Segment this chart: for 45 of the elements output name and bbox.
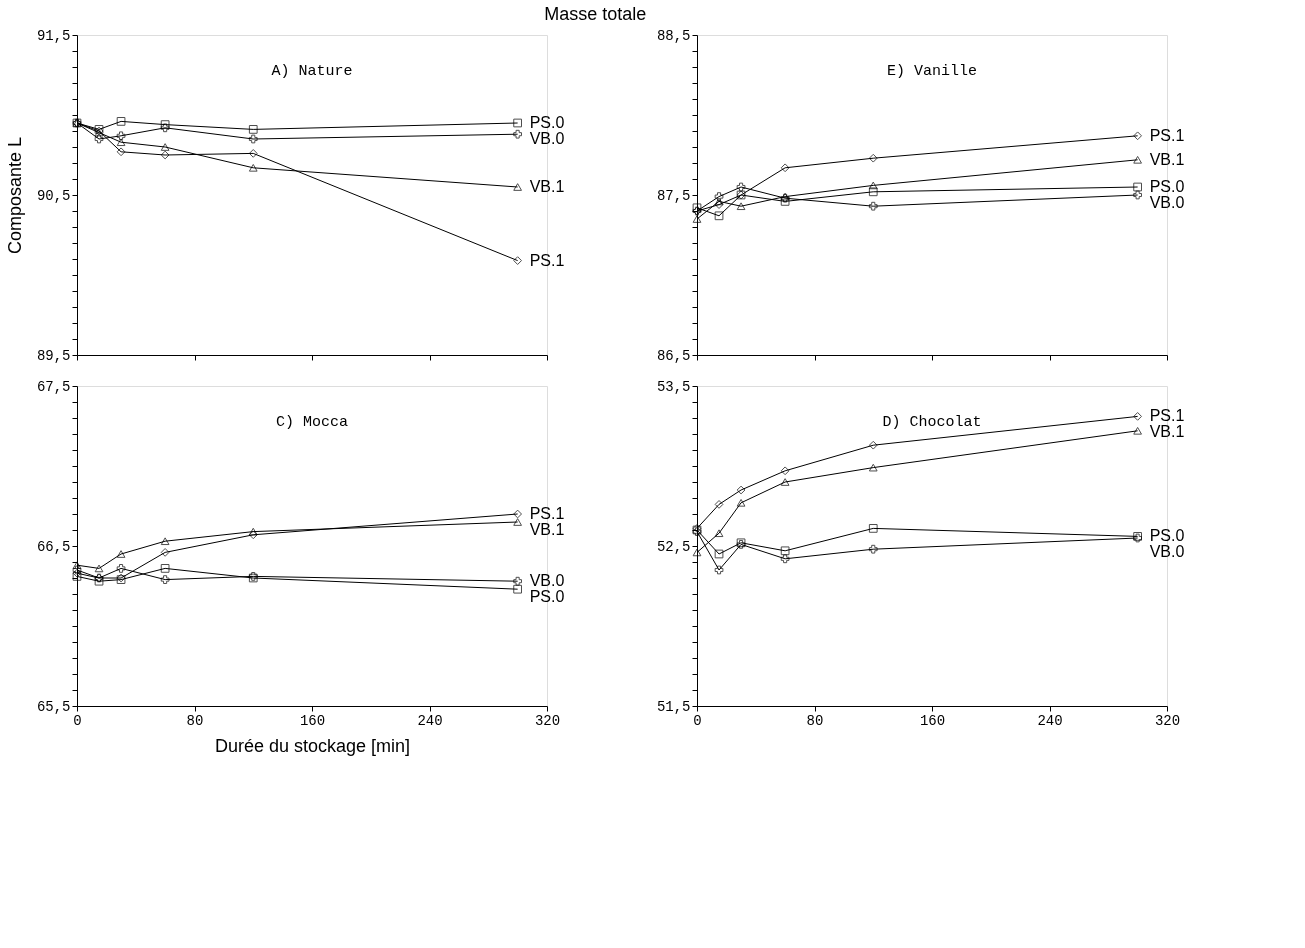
y-tick-label: 87,5 bbox=[656, 187, 691, 204]
series-label: VB.1 bbox=[529, 521, 565, 538]
y-tick-label: 88,5 bbox=[656, 27, 691, 44]
x-tick-label: 80 bbox=[806, 712, 824, 729]
series-label: PS.1 bbox=[529, 251, 565, 269]
y-tick-label: 53,5 bbox=[656, 378, 691, 395]
series-label: VB.0 bbox=[529, 572, 565, 590]
series-label: PS.0 bbox=[529, 588, 565, 606]
x-tick-label: 320 bbox=[1154, 712, 1181, 729]
x-axis-title: Durée du stockage [min] bbox=[214, 735, 411, 756]
y-tick-label: 86,5 bbox=[656, 347, 691, 364]
series-label: VB.1 bbox=[1149, 150, 1185, 168]
x-tick-label: 0 bbox=[73, 712, 82, 729]
x-tick-label: 240 bbox=[1037, 712, 1063, 729]
series-label: VB.0 bbox=[1149, 543, 1185, 561]
series-label: VB.1 bbox=[1149, 423, 1185, 441]
y-tick-label: 52,5 bbox=[656, 538, 691, 555]
series-label: PS.1 bbox=[1149, 407, 1185, 425]
series-label: VB.1 bbox=[529, 178, 565, 195]
x-tick-label: 80 bbox=[186, 712, 204, 729]
y-tick-label: 51,5 bbox=[656, 698, 691, 715]
y-axis-title: Composante L bbox=[4, 136, 25, 255]
y-tick-label: 91,5 bbox=[36, 27, 71, 44]
text: D) Chocolat bbox=[882, 414, 982, 431]
y-tick-label: 65,5 bbox=[36, 698, 71, 715]
series-label: VB.0 bbox=[1149, 194, 1185, 211]
series-label: PS.0 bbox=[529, 114, 565, 131]
y-tick-label: 66,5 bbox=[36, 538, 71, 555]
series-label: VB.0 bbox=[529, 130, 565, 147]
x-tick-label: 160 bbox=[299, 712, 326, 729]
y-tick-label: 90,5 bbox=[36, 187, 71, 204]
series-label: PS.0 bbox=[1149, 527, 1185, 545]
y-tick-label: 67,5 bbox=[36, 378, 71, 395]
text: E) Vanille bbox=[886, 63, 978, 80]
series-label: PS.0 bbox=[1149, 178, 1185, 195]
x-tick-label: 320 bbox=[534, 712, 561, 729]
x-tick-label: 0 bbox=[693, 712, 702, 729]
x-tick-label: 160 bbox=[919, 712, 946, 729]
text: C) Mocca bbox=[275, 414, 349, 431]
y-tick-label: 89,5 bbox=[36, 347, 71, 364]
text: Masse totale bbox=[544, 3, 647, 24]
series-label: PS.1 bbox=[529, 505, 565, 522]
series-label: PS.1 bbox=[1149, 126, 1185, 144]
x-tick-label: 240 bbox=[417, 712, 443, 729]
text: A) Nature bbox=[271, 63, 353, 80]
